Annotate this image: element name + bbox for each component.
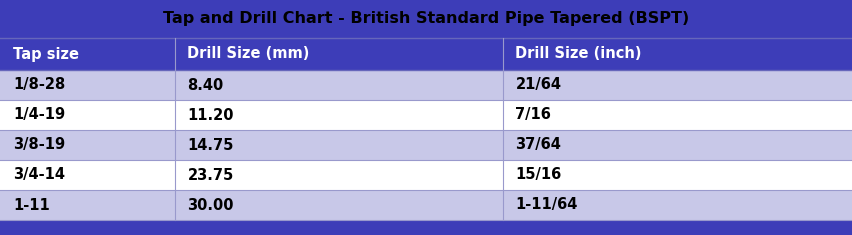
Text: Drill Size (inch): Drill Size (inch) [515,47,642,62]
Text: 8.40: 8.40 [187,78,224,93]
Text: 1-11/64: 1-11/64 [515,197,578,212]
Bar [0,160,852,190]
Text: 1-11: 1-11 [13,197,49,212]
Bar [0,0,852,38]
Bar [0,190,852,220]
Text: Tap size: Tap size [13,47,79,62]
Text: 7/16: 7/16 [515,107,551,122]
Bar [0,38,852,70]
Text: 3/4-14: 3/4-14 [13,168,65,183]
Text: 1/8-28: 1/8-28 [13,78,65,93]
Text: Drill Size (mm): Drill Size (mm) [187,47,310,62]
Text: 30.00: 30.00 [187,197,234,212]
Text: 11.20: 11.20 [187,107,234,122]
Text: 1/4-19: 1/4-19 [13,107,65,122]
Text: 23.75: 23.75 [187,168,233,183]
Text: 21/64: 21/64 [515,78,561,93]
Bar [0,70,852,100]
Bar [0,220,852,235]
Text: Tap and Drill Chart - British Standard Pipe Tapered (BSPT): Tap and Drill Chart - British Standard P… [163,12,689,27]
Text: 3/8-19: 3/8-19 [13,137,65,153]
Bar [0,100,852,130]
Text: 14.75: 14.75 [187,137,233,153]
Text: 37/64: 37/64 [515,137,561,153]
Bar [0,130,852,160]
Text: 15/16: 15/16 [515,168,561,183]
